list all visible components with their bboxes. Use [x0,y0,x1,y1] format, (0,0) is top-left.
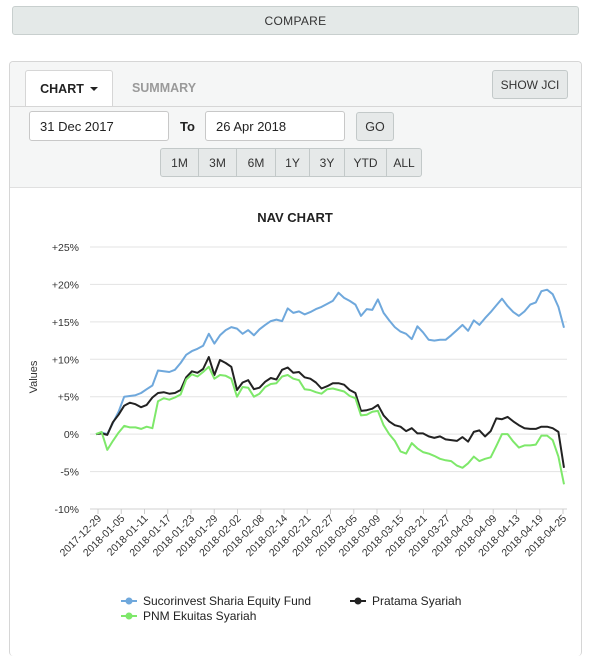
y-tick-label: -10% [54,504,79,516]
legend-label: Sucorinvest Sharia Equity Fund [143,594,311,608]
y-tick-label: +25% [52,242,79,254]
tab-chart-label: CHART [40,81,84,96]
range-all-button[interactable]: ALL [387,148,422,177]
y-tick-label: 0% [64,429,79,441]
legend-label: Pratama Syariah [372,594,461,608]
y-tick-label: +10% [52,354,79,366]
y-axis-label: Values [28,360,40,393]
legend-item[interactable]: Sucorinvest Sharia Equity Fund [121,594,311,608]
show-jci-button[interactable]: SHOW JCI [492,70,568,99]
series-line-2 [95,365,565,485]
series-line-1 [95,356,565,468]
to-label: To [180,119,195,134]
chart-legend: Sucorinvest Sharia Equity Fund Pratama Sy… [121,594,461,623]
date-from-input[interactable]: 31 Dec 2017 [29,111,169,141]
date-to-input[interactable]: 26 Apr 2018 [205,111,345,141]
go-button[interactable]: GO [356,112,394,141]
range-3y-button[interactable]: 3Y [310,148,345,177]
legend-label: PNM Ekuitas Syariah [143,609,256,623]
y-axis-ticks: -10% -5% 0% +5% +10% +15% +20% +25% [52,242,79,516]
legend-item[interactable]: PNM Ekuitas Syariah [121,609,256,623]
tab-summary[interactable]: SUMMARY [131,81,197,95]
chart-title: NAV CHART [257,210,333,225]
chart-controls: CHART SUMMARY SHOW JCI 31 Dec 2017 To 26… [10,62,581,188]
legend-marker [125,612,133,620]
range-1y-button[interactable]: 1Y [276,148,310,177]
tab-divider [10,106,581,107]
range-ytd-button[interactable]: YTD [345,148,387,177]
series-line-0 [95,288,565,436]
range-button-group: 1M 3M 6M 1Y 3Y YTD ALL [160,148,422,177]
chart-series [95,288,565,485]
legend-marker [354,597,362,605]
y-tick-label: -5% [60,467,79,479]
tab-chart[interactable]: CHART [25,70,113,107]
range-1m-button[interactable]: 1M [160,148,199,177]
y-tick-label: +20% [52,279,79,291]
range-6m-button[interactable]: 6M [237,148,276,177]
caret-down-icon [89,86,98,91]
range-3m-button[interactable]: 3M [199,148,237,177]
y-tick-label: +15% [52,317,79,329]
chart-grid [90,246,567,510]
legend-marker [125,597,133,605]
x-axis-ticks: 2017-12-292018-01-052018-01-112018-01-17… [58,509,569,559]
y-tick-label: +5% [58,392,79,404]
fund-chart-panel: CHART SUMMARY SHOW JCI 31 Dec 2017 To 26… [9,61,582,656]
legend-item[interactable]: Pratama Syariah [350,594,461,608]
compare-button[interactable]: COMPARE [12,6,579,35]
